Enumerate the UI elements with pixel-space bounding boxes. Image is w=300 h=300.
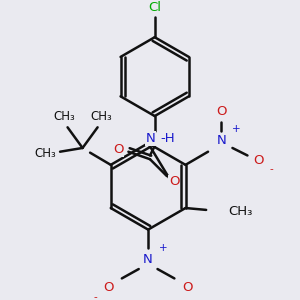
Text: -H: -H — [160, 132, 175, 145]
Text: O: O — [216, 105, 226, 118]
Text: +: + — [232, 124, 241, 134]
Text: -: - — [270, 164, 274, 174]
Text: +: + — [159, 243, 167, 254]
Text: N: N — [216, 134, 226, 147]
Text: CH₃: CH₃ — [53, 110, 75, 122]
Text: CH₃: CH₃ — [229, 205, 253, 218]
Text: O: O — [113, 143, 123, 156]
Text: O: O — [254, 154, 264, 167]
Text: -: - — [94, 292, 98, 300]
Text: N: N — [143, 253, 153, 266]
Text: CH₃: CH₃ — [34, 147, 56, 160]
Text: O: O — [169, 175, 180, 188]
Text: CH₃: CH₃ — [91, 110, 112, 122]
Text: N: N — [146, 132, 156, 145]
Text: Cl: Cl — [148, 1, 161, 14]
Text: O: O — [182, 281, 193, 294]
Text: O: O — [103, 281, 114, 294]
